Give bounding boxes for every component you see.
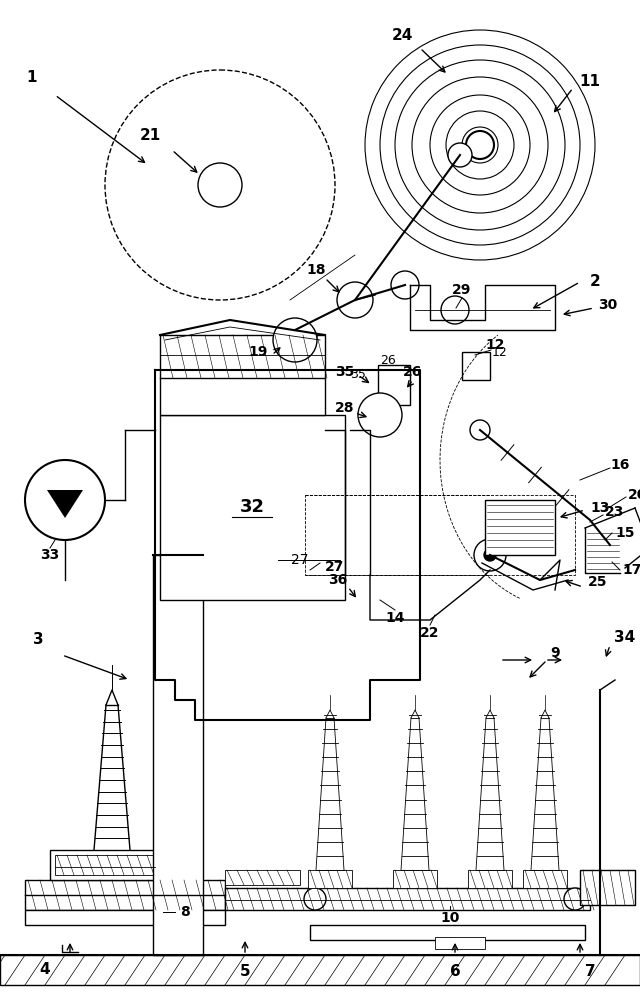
Bar — [55, 855, 155, 875]
Bar — [580, 870, 635, 905]
Text: 9: 9 — [550, 646, 560, 660]
Text: 18: 18 — [307, 263, 326, 277]
Polygon shape — [47, 490, 83, 518]
Text: 12: 12 — [485, 338, 505, 352]
Text: 2: 2 — [589, 274, 600, 290]
Circle shape — [466, 131, 494, 159]
Bar — [160, 415, 345, 600]
Text: 11: 11 — [579, 75, 600, 90]
Bar — [225, 870, 300, 885]
Text: 10: 10 — [440, 911, 460, 925]
Bar — [485, 500, 555, 555]
Text: 15: 15 — [615, 526, 635, 540]
Text: 24: 24 — [391, 27, 413, 42]
Bar — [462, 352, 490, 380]
Bar — [160, 335, 325, 415]
Bar — [305, 495, 575, 575]
Circle shape — [564, 888, 586, 910]
Text: 14: 14 — [385, 611, 404, 625]
Text: 17: 17 — [622, 563, 640, 577]
Text: 34: 34 — [614, 631, 636, 646]
Bar — [523, 870, 567, 888]
Bar — [308, 870, 352, 888]
Text: 4: 4 — [40, 962, 51, 978]
Text: 29: 29 — [452, 283, 472, 297]
Circle shape — [105, 70, 335, 300]
Text: 26: 26 — [380, 354, 396, 366]
Text: 28: 28 — [335, 401, 355, 415]
Text: 35: 35 — [350, 368, 366, 381]
Bar — [468, 870, 512, 888]
Text: 19: 19 — [248, 345, 268, 359]
Text: 5: 5 — [240, 964, 250, 980]
Text: 1: 1 — [27, 70, 37, 86]
Text: 6: 6 — [450, 964, 460, 980]
Text: 33: 33 — [40, 548, 60, 562]
Circle shape — [198, 163, 242, 207]
Circle shape — [391, 271, 419, 299]
Bar — [378, 365, 410, 405]
Text: 23: 23 — [605, 505, 625, 519]
Circle shape — [441, 296, 469, 324]
Circle shape — [358, 393, 402, 437]
Text: 20: 20 — [628, 488, 640, 502]
Bar — [25, 880, 225, 910]
Circle shape — [474, 539, 506, 571]
Bar — [50, 850, 160, 880]
Text: 12: 12 — [492, 346, 508, 359]
Circle shape — [304, 888, 326, 910]
Text: 30: 30 — [598, 298, 618, 312]
Text: 3: 3 — [33, 633, 44, 648]
Bar — [25, 910, 225, 925]
Bar — [153, 555, 203, 955]
Bar — [225, 888, 590, 910]
Circle shape — [470, 420, 490, 440]
Text: 35: 35 — [335, 365, 355, 379]
Text: 8: 8 — [180, 905, 190, 919]
Bar — [310, 925, 585, 940]
Bar — [435, 937, 485, 949]
Text: 27: 27 — [291, 553, 308, 567]
Text: 21: 21 — [140, 127, 161, 142]
Circle shape — [484, 549, 496, 561]
Text: 13: 13 — [590, 501, 610, 515]
Text: 27: 27 — [325, 560, 345, 574]
Text: 22: 22 — [420, 626, 440, 640]
Text: 25: 25 — [588, 575, 608, 589]
Bar — [393, 870, 437, 888]
Circle shape — [337, 282, 373, 318]
Text: 32: 32 — [239, 498, 264, 516]
Bar — [0, 955, 640, 985]
Text: 26: 26 — [403, 365, 422, 379]
Circle shape — [273, 318, 317, 362]
Text: 36: 36 — [328, 573, 348, 587]
Circle shape — [448, 143, 472, 167]
Text: 16: 16 — [611, 458, 630, 472]
Text: 7: 7 — [585, 964, 595, 980]
Circle shape — [25, 460, 105, 540]
